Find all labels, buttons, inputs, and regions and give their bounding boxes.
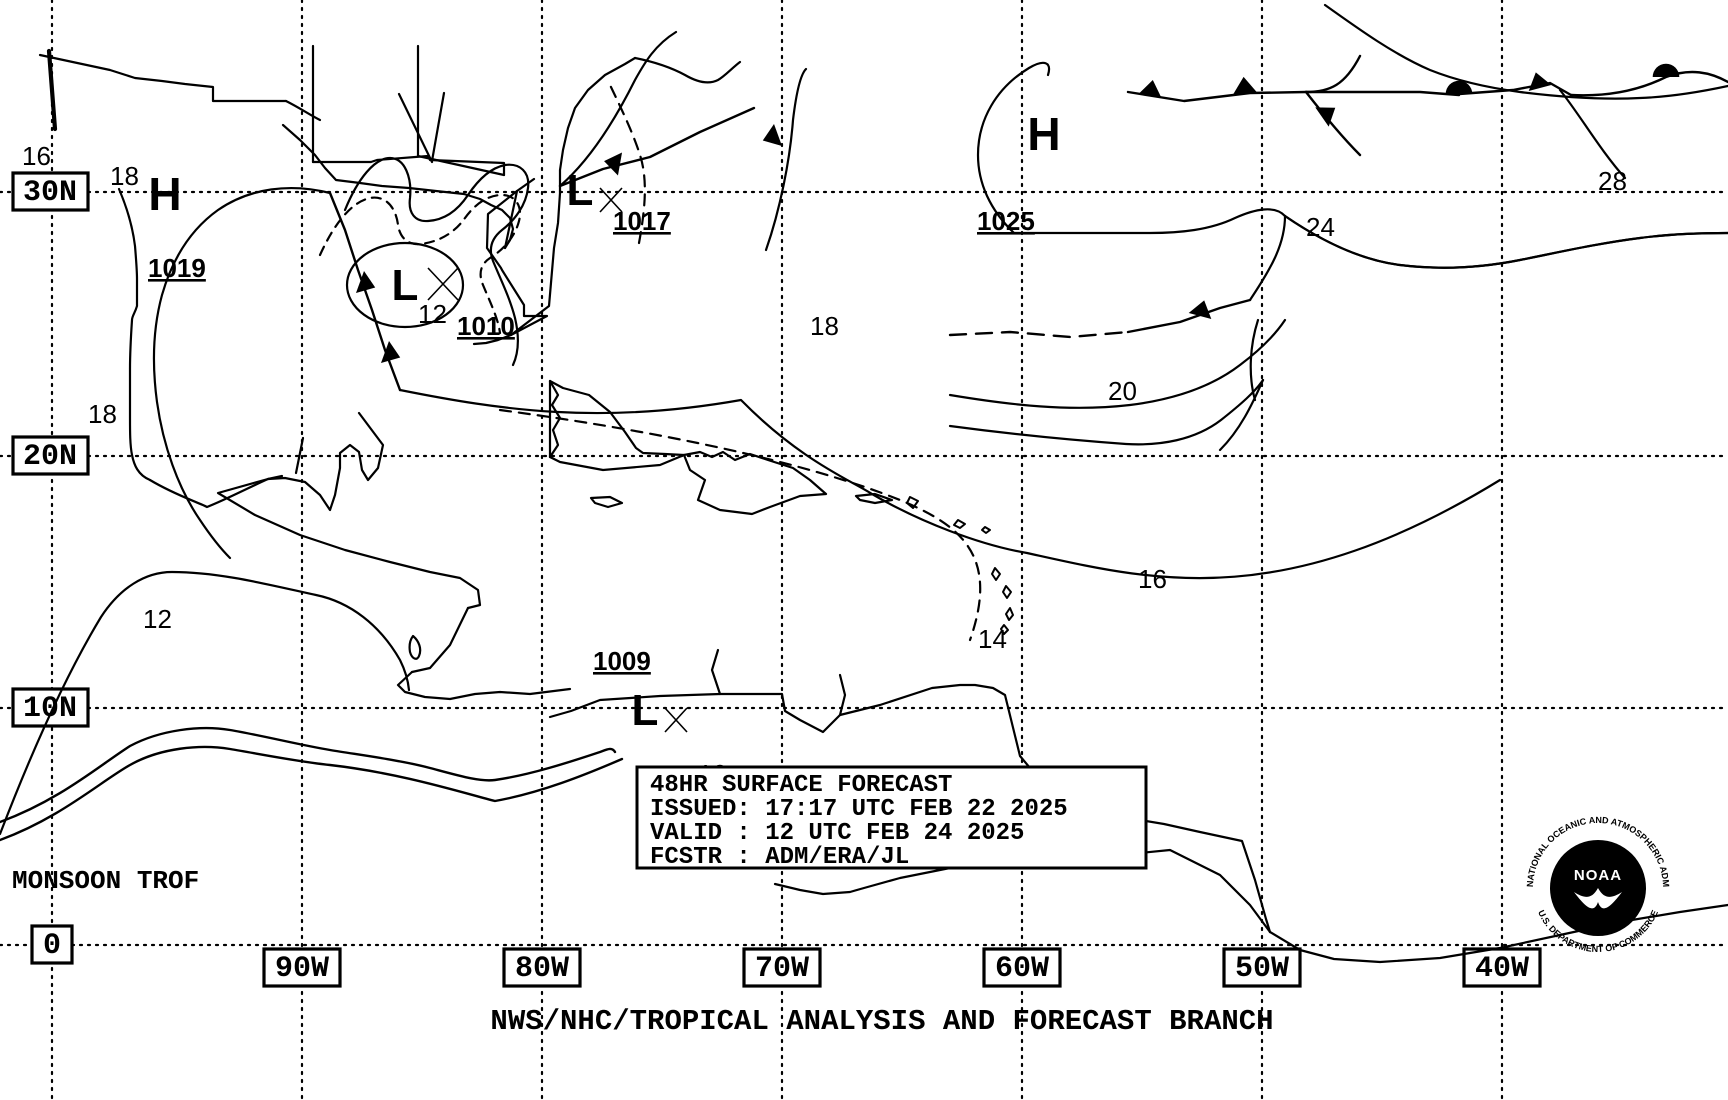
svg-text:20: 20 [1108,376,1137,406]
svg-text:60W: 60W [995,952,1049,986]
svg-text:18: 18 [88,399,117,429]
svg-text:24: 24 [1306,212,1335,242]
svg-text:NWS/NHC/TROPICAL ANALYSIS AND: NWS/NHC/TROPICAL ANALYSIS AND FORECAST B… [490,1005,1273,1038]
svg-text:L: L [567,166,594,215]
svg-text:L: L [392,261,419,310]
svg-text:MONSOON TROF: MONSOON TROF [12,866,199,896]
svg-text:20N: 20N [23,440,77,474]
svg-text:18: 18 [810,311,839,341]
svg-text:30N: 30N [23,176,77,210]
svg-text:FCSTR : ADM/ERA/JL: FCSTR : ADM/ERA/JL [650,844,909,871]
svg-text:H: H [1027,108,1060,160]
svg-text:16: 16 [1138,564,1167,594]
svg-text:70W: 70W [755,952,809,986]
svg-text:1010: 1010 [457,311,515,341]
svg-text:1025: 1025 [977,206,1035,236]
svg-text:28: 28 [1598,166,1627,196]
svg-text:1019: 1019 [148,253,206,283]
svg-text:18: 18 [110,161,139,191]
svg-text:40W: 40W [1475,952,1529,986]
svg-text:80W: 80W [515,952,569,986]
svg-text:10N: 10N [23,692,77,726]
svg-text:90W: 90W [275,952,329,986]
svg-text:ISSUED: 17:17 UTC FEB 22 2025: ISSUED: 17:17 UTC FEB 22 2025 [650,796,1068,823]
svg-text:12: 12 [418,299,447,329]
svg-text:H: H [148,168,181,220]
svg-text:16: 16 [22,141,51,171]
svg-text:14: 14 [978,624,1007,654]
svg-text:1017: 1017 [613,206,671,236]
svg-text:50W: 50W [1235,952,1289,986]
svg-text:12: 12 [143,604,172,634]
svg-text:1009: 1009 [593,646,651,676]
svg-text:VALID : 12 UTC FEB 24 2025: VALID : 12 UTC FEB 24 2025 [650,820,1024,847]
svg-text:0: 0 [43,929,61,963]
svg-text:48HR SURFACE FORECAST: 48HR SURFACE FORECAST [650,772,952,799]
svg-text:L: L [632,686,659,735]
svg-text:NOAA: NOAA [1574,867,1622,884]
